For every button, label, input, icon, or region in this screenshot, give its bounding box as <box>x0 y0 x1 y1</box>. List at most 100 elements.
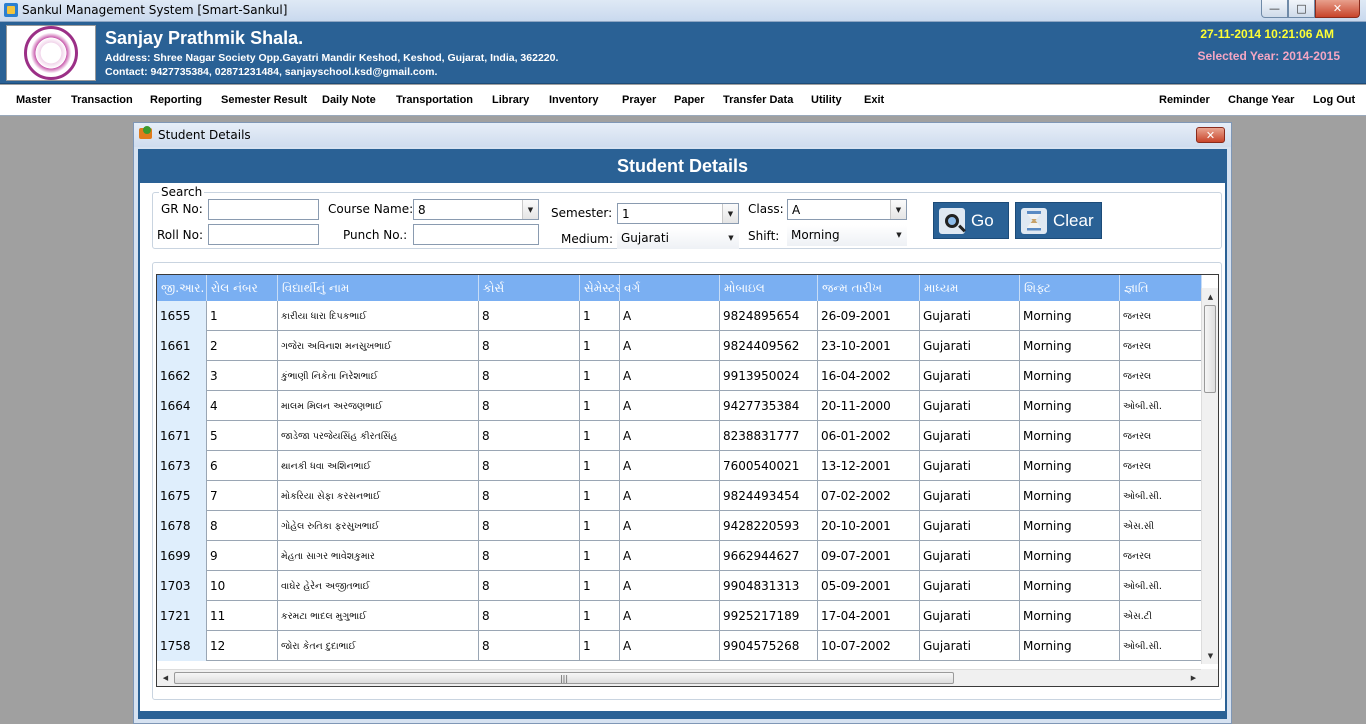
table-row[interactable]: 1699 9 મેહતા સાગર ભાવેશકુમાર 8 1 A 9662944627 0… <box>157 541 1202 571</box>
current-datetime: 27-11-2014 10:21:06 AM <box>1200 27 1334 41</box>
app-icon <box>4 3 18 17</box>
cell-col-roll-no: 8 <box>207 511 278 541</box>
cell-col-caste: એસ.ટી <box>1120 601 1202 631</box>
selected-year: Selected Year: 2014-2015 <box>1197 49 1340 63</box>
table-row[interactable]: 1664 4 માલમ મિલન અરજણભાઈ 8 1 A 9427735384 20-11… <box>157 391 1202 421</box>
menu-log-out[interactable]: Log Out <box>1313 94 1355 106</box>
school-address: Address: Shree Nagar Society Opp.Gayatri… <box>105 52 558 64</box>
header-col-birth-date[interactable]: જન્મ તારીખ <box>818 275 920 301</box>
minimize-button[interactable]: — <box>1261 0 1288 18</box>
course-name-select[interactable]: 8 ▼ <box>413 199 539 220</box>
menu-semester-result[interactable]: Semester Result <box>221 94 307 106</box>
header-col-roll-no[interactable]: રોલ નંબર <box>207 275 278 301</box>
close-button[interactable]: ✕ <box>1315 0 1360 18</box>
header-col-shift[interactable]: શિફ્ટ <box>1020 275 1120 301</box>
horizontal-scrollbar[interactable]: ◀ ||| ▶ <box>157 669 1202 686</box>
chevron-down-icon[interactable]: ▼ <box>890 200 906 219</box>
vertical-scroll-thumb[interactable] <box>1204 305 1216 393</box>
table-row[interactable]: 1721 11 કરમટા ભાદલ મુગુભાઈ 8 1 A 9925217189 17-… <box>157 601 1202 631</box>
table-row[interactable]: 1675 7 મોકરિયા સેફા કરસનભાઈ 8 1 A 9824493454 07… <box>157 481 1202 511</box>
header-col-gr-no[interactable]: જી.આર. <box>157 275 207 301</box>
menu-exit[interactable]: Exit <box>864 94 884 106</box>
cell-col-gr-no: 1673 <box>157 451 207 481</box>
child-close-button[interactable]: ✕ <box>1196 127 1225 143</box>
menu-library[interactable]: Library <box>492 94 529 106</box>
cell-col-caste: ઓબી.સી. <box>1120 571 1202 601</box>
cell-col-gr-no: 1661 <box>157 331 207 361</box>
cell-col-medium: Gujarati <box>920 331 1020 361</box>
class-select[interactable]: A ▼ <box>787 199 907 220</box>
menu-daily-note[interactable]: Daily Note <box>322 94 376 106</box>
menu-master[interactable]: Master <box>16 94 51 106</box>
gr-no-input[interactable] <box>208 199 319 220</box>
cell-col-course: 8 <box>479 301 580 331</box>
cell-col-gr-no: 1664 <box>157 391 207 421</box>
menu-paper[interactable]: Paper <box>674 94 705 106</box>
menu-transaction[interactable]: Transaction <box>71 94 133 106</box>
horizontal-scroll-thumb[interactable]: ||| <box>174 672 954 684</box>
menu-inventory[interactable]: Inventory <box>549 94 599 106</box>
menu-prayer[interactable]: Prayer <box>622 94 656 106</box>
menu-change-year[interactable]: Change Year <box>1228 94 1294 106</box>
cell-col-gr-no: 1678 <box>157 511 207 541</box>
student-grid[interactable]: જી.આર. રોલ નંબર વિદ્યાર્થીનું નામ કોર્સ સેમે… <box>156 274 1219 687</box>
cell-col-shift: Morning <box>1020 361 1120 391</box>
table-row[interactable]: 1661 2 ગજેરા અવિનાશ મનસુખભાઈ 8 1 A 9824409562 2… <box>157 331 1202 361</box>
menu-transfer-data[interactable]: Transfer Data <box>723 94 793 106</box>
medium-select[interactable]: Gujarati ▼ <box>617 228 739 249</box>
cell-col-course: 8 <box>479 421 580 451</box>
scroll-right-icon[interactable]: ▶ <box>1185 670 1202 686</box>
cell-col-medium: Gujarati <box>920 541 1020 571</box>
punch-no-label: Punch No.: <box>343 228 407 242</box>
table-row[interactable]: 1678 8 ગોહેલ રુતિકા ફરસુખભાઈ 8 1 A 9428220593 2… <box>157 511 1202 541</box>
cell-col-student-name: થાનકી ધવા અશિનભાઈ <box>278 451 479 481</box>
header-col-medium[interactable]: માધ્યમ <box>920 275 1020 301</box>
header-col-student-name[interactable]: વિદ્યાર્થીનું નામ <box>278 275 479 301</box>
table-row[interactable]: 1655 1 કારીયા ધારા દિપકભાઈ 8 1 A 9824895654 26-… <box>157 301 1202 331</box>
semester-select[interactable]: 1 ▼ <box>617 203 739 224</box>
menu-reporting[interactable]: Reporting <box>150 94 202 106</box>
header-col-caste[interactable]: જ્ઞાતિ <box>1120 275 1202 301</box>
scroll-up-icon[interactable]: ▲ <box>1202 288 1219 305</box>
cell-col-roll-no: 3 <box>207 361 278 391</box>
cell-col-roll-no: 5 <box>207 421 278 451</box>
chevron-down-icon[interactable]: ▼ <box>723 228 739 247</box>
cell-col-semester: 1 <box>580 421 620 451</box>
menu-utility[interactable]: Utility <box>811 94 842 106</box>
shift-select[interactable]: Morning ▼ <box>787 225 907 246</box>
cell-col-birth-date: 23-10-2001 <box>818 331 920 361</box>
roll-no-input[interactable] <box>208 224 319 245</box>
cell-col-roll-no: 4 <box>207 391 278 421</box>
punch-no-input[interactable] <box>413 224 539 245</box>
header-col-class[interactable]: વર્ગ <box>620 275 720 301</box>
chevron-down-icon[interactable]: ▼ <box>891 225 907 244</box>
cell-col-caste: ઓબી.સી. <box>1120 391 1202 421</box>
cell-col-course: 8 <box>479 481 580 511</box>
table-row[interactable]: 1673 6 થાનકી ધવા અશિનભાઈ 8 1 A 7600540021 13-12… <box>157 451 1202 481</box>
cell-col-course: 8 <box>479 391 580 421</box>
cell-col-roll-no: 9 <box>207 541 278 571</box>
table-row[interactable]: 1758 12 જોરા કેતન દુદાભાઈ 8 1 A 9904575268 10-0… <box>157 631 1202 661</box>
scroll-down-icon[interactable]: ▼ <box>1202 647 1219 664</box>
header-col-semester[interactable]: સેમેસ્ટર <box>580 275 620 301</box>
cell-col-birth-date: 20-10-2001 <box>818 511 920 541</box>
maximize-button[interactable]: □ <box>1288 0 1315 18</box>
go-button[interactable]: Go <box>933 202 1009 239</box>
menu-transportation[interactable]: Transportation <box>396 94 473 106</box>
chevron-down-icon[interactable]: ▼ <box>522 200 538 219</box>
chevron-down-icon[interactable]: ▼ <box>722 204 738 223</box>
menu-reminder[interactable]: Reminder <box>1159 94 1210 106</box>
table-row[interactable]: 1703 10 વાઘેર હેરેન અજીતભાઈ 8 1 A 9904831313 05… <box>157 571 1202 601</box>
header-col-mobile[interactable]: મોબાઇલ <box>720 275 818 301</box>
cell-col-gr-no: 1671 <box>157 421 207 451</box>
form-icon <box>139 128 152 139</box>
vertical-scrollbar[interactable]: ▲ ▼ <box>1201 288 1218 664</box>
cell-col-semester: 1 <box>580 301 620 331</box>
scroll-left-icon[interactable]: ◀ <box>157 670 174 686</box>
cell-col-shift: Morning <box>1020 541 1120 571</box>
table-row[interactable]: 1671 5 જાડેજા પરજેયસિંહ કીરતસિંહ 8 1 A 8238831… <box>157 421 1202 451</box>
cell-col-shift: Morning <box>1020 511 1120 541</box>
header-col-course[interactable]: કોર્સ <box>479 275 580 301</box>
table-row[interactable]: 1662 3 કુંભાણી નિકેતા નિરેશભાઈ 8 1 A 991395002… <box>157 361 1202 391</box>
clear-button[interactable]: Clear <box>1015 202 1102 239</box>
